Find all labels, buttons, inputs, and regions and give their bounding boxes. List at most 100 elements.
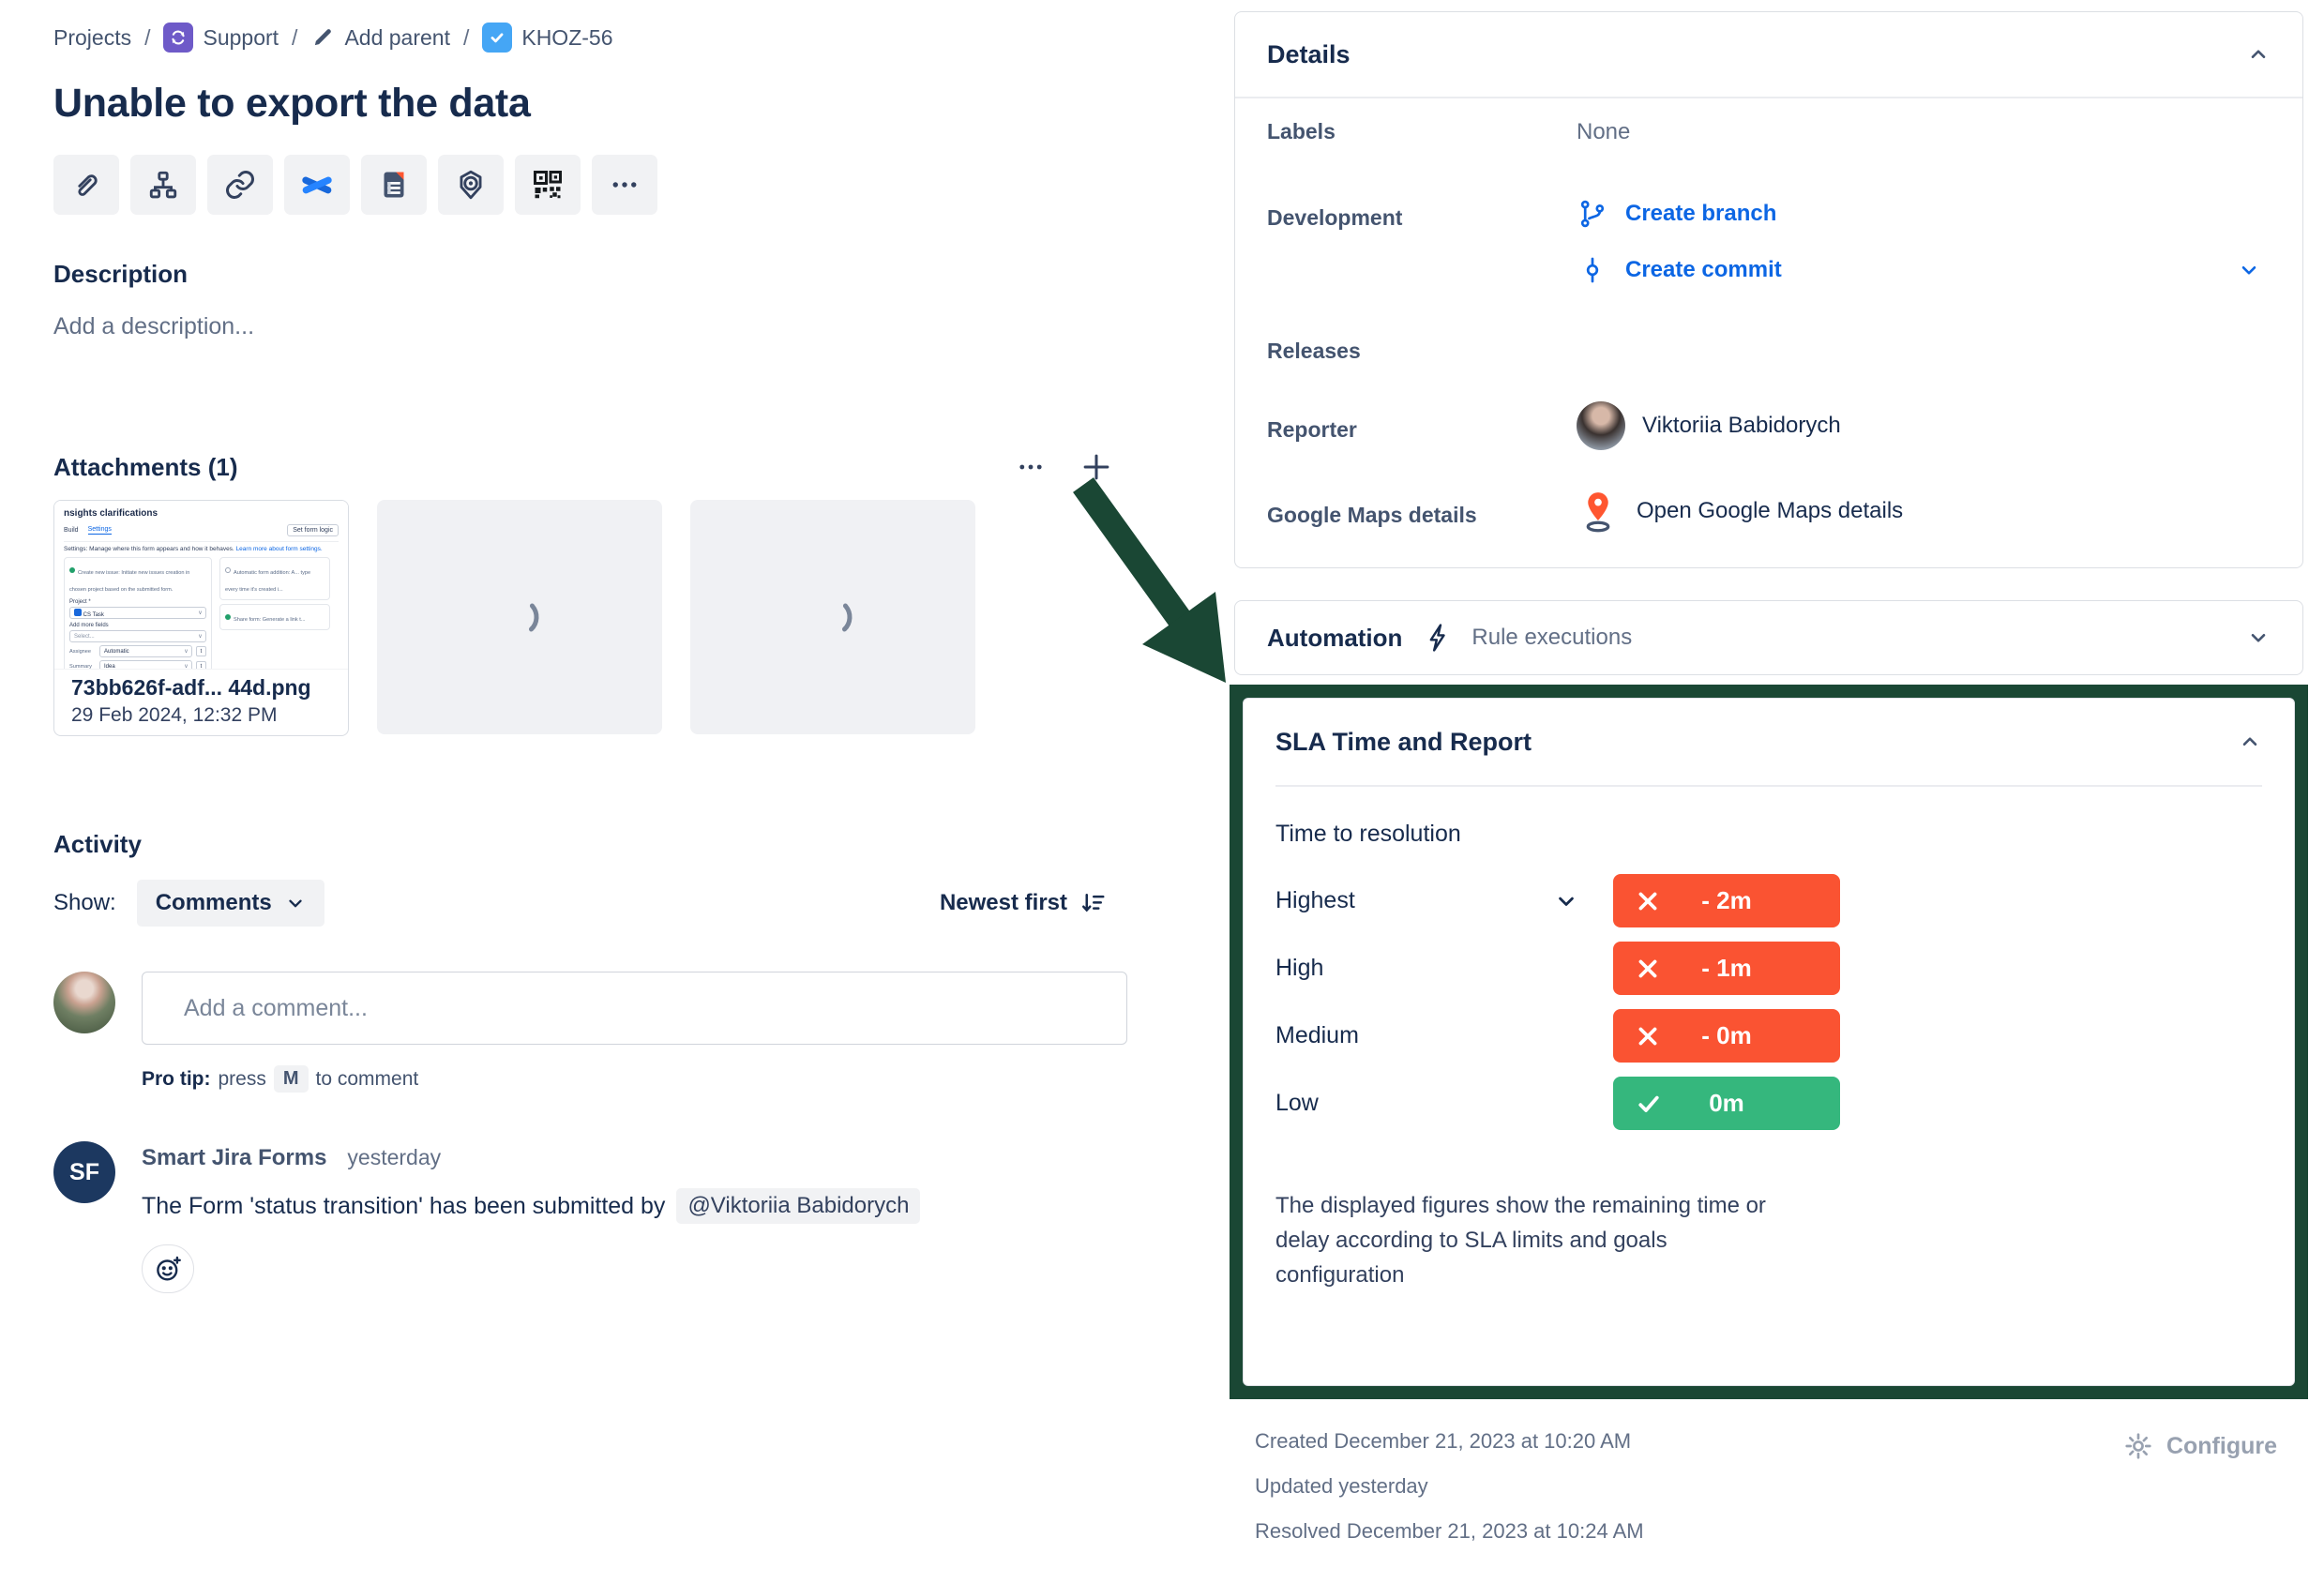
breadcrumb-add-parent[interactable]: Add parent <box>310 25 450 51</box>
resolved-timestamp: Resolved December 21, 2023 at 10:24 AM <box>1255 1519 1644 1543</box>
labels-value[interactable]: None <box>1577 119 1631 144</box>
chevron-up-icon[interactable] <box>2246 42 2271 67</box>
comment-author-avatar: SF <box>53 1141 115 1203</box>
more-actions-button[interactable] <box>592 155 657 215</box>
attachment-date: 29 Feb 2024, 12:32 PM <box>71 704 278 726</box>
google-maps-row: Google Maps details Open Google Maps det… <box>1235 488 2302 535</box>
labels-label: Labels <box>1267 119 1336 143</box>
reporter-avatar <box>1577 401 1625 450</box>
activity-header: Activity <box>53 830 142 858</box>
comment-input[interactable]: Add a comment... <box>142 972 1127 1045</box>
add-child-button[interactable] <box>130 155 196 215</box>
automation-subtitle: Rule executions <box>1471 625 1633 650</box>
sla-panel-header[interactable]: SLA Time and Report <box>1275 699 2262 787</box>
sla-title: SLA Time and Report <box>1275 727 1532 756</box>
qr-code-icon <box>534 171 562 199</box>
google-maps-value[interactable]: Open Google Maps details <box>1637 498 1904 523</box>
check-icon <box>1636 1091 1662 1117</box>
user-mention[interactable]: @Viktoriia Babidorych <box>676 1188 921 1224</box>
git-commit-icon <box>1586 257 1599 283</box>
breadcrumb-issue-key[interactable]: KHOZ-56 <box>482 23 613 53</box>
create-commit-link[interactable]: Create commit <box>1577 254 2271 286</box>
comments-filter-dropdown[interactable]: Comments <box>136 880 324 927</box>
chevron-up-icon[interactable] <box>2238 730 2262 754</box>
breadcrumb-add-parent-label: Add parent <box>344 24 450 50</box>
sla-highlight-frame: SLA Time and Report Time to resolution H… <box>1230 685 2308 1399</box>
sla-status-badge: - 2m <box>1613 874 1840 927</box>
attachment-loading-placeholder <box>377 500 662 734</box>
sla-row-highest: Highest - 2m <box>1275 874 2262 927</box>
pro-tip-bold: Pro tip: <box>142 1067 211 1090</box>
details-title: Details <box>1267 39 1351 68</box>
preview-tab-build: Build <box>64 527 79 534</box>
emoji-add-icon <box>157 1256 181 1281</box>
preview-project-value: CS Task <box>83 611 104 618</box>
comment-item: SF Smart Jira Forms yesterday The Form '… <box>53 1141 1127 1293</box>
attachment-filename: 73bb626f-adf... 44d.png <box>71 675 311 700</box>
confluence-button[interactable] <box>284 155 350 215</box>
task-type-icon <box>482 23 513 53</box>
x-icon <box>1636 889 1660 913</box>
create-branch-link[interactable]: Create branch <box>1577 198 2271 230</box>
sla-priority-label: Highest <box>1275 887 1355 913</box>
attachment-loading-placeholder <box>690 500 975 734</box>
breadcrumb-projects[interactable]: Projects <box>53 24 132 50</box>
link-icon <box>226 171 254 199</box>
comment-timestamp: yesterday <box>347 1145 442 1169</box>
comments-filter-value: Comments <box>155 890 272 915</box>
details-panel-header[interactable]: Details <box>1235 12 2302 98</box>
preview-select-placeholder: Select... <box>74 633 95 640</box>
sort-descending-icon <box>1082 894 1105 912</box>
sort-order-label: Newest first <box>939 890 1067 915</box>
attachments-header-row: Attachments (1) <box>53 449 1127 485</box>
attachments-add-button[interactable] <box>1079 449 1114 485</box>
keyboard-key-m: M <box>273 1065 309 1093</box>
sla-metric-name: Time to resolution <box>1275 821 1461 847</box>
chevron-down-icon[interactable] <box>1553 888 1613 914</box>
breadcrumb-issue-key-label: KHOZ-56 <box>521 24 613 50</box>
add-reaction-button[interactable] <box>142 1244 194 1293</box>
current-user-avatar <box>53 972 115 1033</box>
description-placeholder[interactable]: Add a description... <box>53 313 255 339</box>
configure-button[interactable]: Configure <box>2123 1431 2277 1461</box>
form-button[interactable] <box>361 155 427 215</box>
preview-project-label: Project * <box>69 599 91 605</box>
sla-priority-label: Low <box>1275 1090 1319 1116</box>
attachments-more-button[interactable] <box>1015 451 1047 483</box>
x-icon <box>1636 1024 1660 1048</box>
google-maps-label: Google Maps details <box>1267 502 1477 527</box>
plus-icon <box>1083 454 1109 480</box>
chevron-down-icon[interactable] <box>2237 258 2261 282</box>
x-icon <box>1636 957 1660 981</box>
preview-summary-label: Summary <box>69 663 92 670</box>
link-button[interactable] <box>207 155 273 215</box>
chevron-down-icon <box>289 899 302 908</box>
target-icon <box>460 170 482 200</box>
sla-priority-label: High <box>1275 955 1324 981</box>
qr-code-button[interactable] <box>515 155 581 215</box>
sort-order-button[interactable]: Newest first <box>940 889 1107 917</box>
attach-button[interactable] <box>53 155 119 215</box>
breadcrumb-project[interactable]: Support <box>163 23 279 53</box>
sla-priority-label: Medium <box>1275 1022 1359 1048</box>
comment-author[interactable]: Smart Jira Forms <box>142 1145 327 1170</box>
preview-assignee-label: Assignee <box>69 648 92 655</box>
chevron-down-icon[interactable] <box>2246 626 2271 650</box>
lightning-bolt-icon <box>1430 624 1446 652</box>
sla-status-badge: - 1m <box>1613 942 1840 995</box>
breadcrumb: Projects / Support / Add parent / KHOZ-5… <box>53 19 1127 56</box>
labels-row: Labels None <box>1235 112 2302 145</box>
automation-panel[interactable]: Automation Rule executions <box>1234 600 2303 675</box>
breadcrumb-separator: / <box>462 24 470 50</box>
sla-rows: Highest - 2m High <box>1275 874 2262 1130</box>
reporter-value[interactable]: Viktoriia Babidorych <box>1642 413 1841 438</box>
sla-time-value: - 2m <box>1701 886 1752 914</box>
show-label: Show: <box>53 890 116 915</box>
sla-status-badge: 0m <box>1613 1077 1840 1130</box>
goal-button[interactable] <box>438 155 504 215</box>
git-branch-icon <box>1580 200 1605 228</box>
breadcrumb-project-label: Support <box>203 24 279 50</box>
project-avatar-icon <box>163 23 194 53</box>
attachment-thumbnail[interactable]: nsights clarifications Build Settings Se… <box>53 500 349 736</box>
